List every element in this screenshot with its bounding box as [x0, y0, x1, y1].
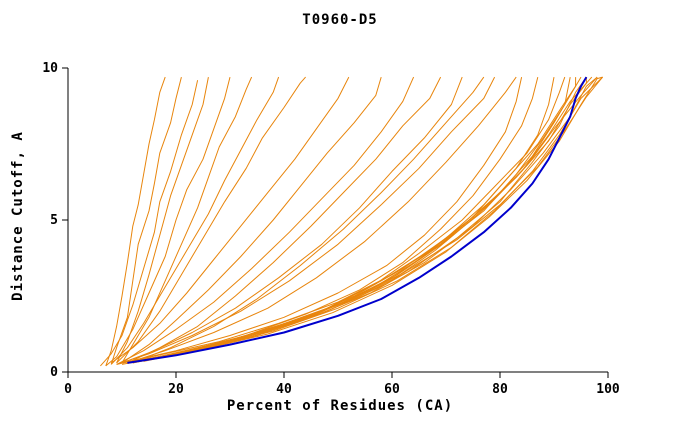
x-tick-label: 100 [596, 382, 620, 397]
model-05-curve [105, 76, 231, 367]
model-13-curve [121, 76, 463, 364]
x-tick-label: 60 [384, 382, 400, 397]
y-tick-label: 10 [42, 61, 58, 76]
y-tick-label: 0 [50, 365, 58, 380]
model-08-curve [116, 76, 306, 364]
model-07-curve [110, 76, 280, 365]
model-02-curve [110, 76, 182, 365]
model-20-curve [138, 76, 566, 362]
model-17-curve [121, 76, 523, 364]
model-25-curve [148, 77, 587, 361]
model-19-curve [127, 77, 555, 364]
x-tick-label: 20 [168, 382, 184, 397]
x-tick-label: 80 [492, 382, 508, 397]
model-10-curve [121, 76, 382, 364]
y-tick-label: 5 [50, 213, 58, 228]
model-09-curve [110, 76, 350, 364]
model-28-curve [154, 76, 598, 359]
best-model-curve [127, 76, 588, 364]
chart-title: T0960-D5 [302, 12, 378, 28]
model-04-curve [116, 77, 209, 364]
model-12-curve [127, 76, 442, 364]
model-29-curve [132, 76, 603, 364]
model-06-curve [121, 76, 253, 364]
model-15-curve [116, 76, 496, 365]
x-tick-label: 40 [276, 382, 292, 397]
model-03-curve [100, 80, 199, 367]
model-16-curve [127, 76, 517, 364]
model-14-curve [132, 76, 485, 364]
model-01-curve [105, 76, 166, 367]
model-31-curve [121, 76, 603, 365]
model-30-curve [143, 76, 603, 362]
model-21-curve [116, 77, 571, 365]
model-18-curve [132, 76, 539, 364]
model-11-curve [116, 76, 415, 365]
x-tick-label: 0 [64, 382, 72, 397]
x-axis-label: Percent of Residues (CA) [226, 398, 454, 414]
